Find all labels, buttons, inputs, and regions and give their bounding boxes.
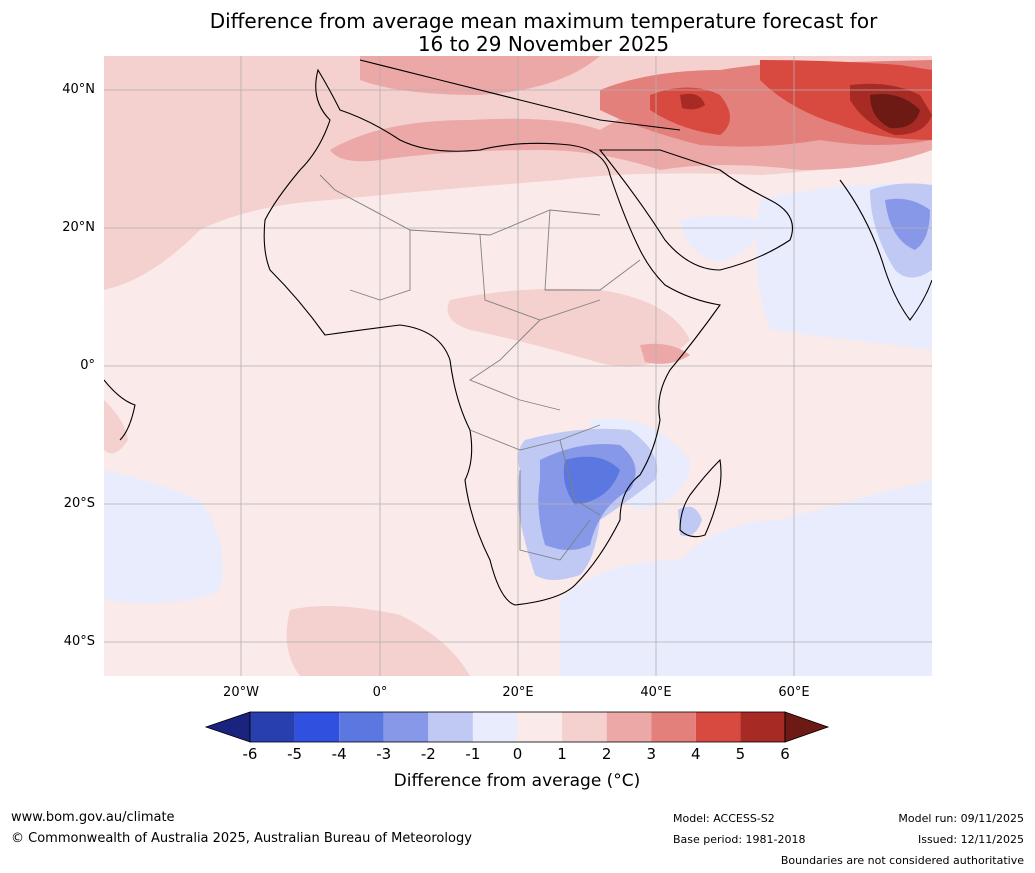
warm-region-iraq <box>650 87 730 135</box>
colorbar-segment <box>517 712 563 742</box>
colorbar-tick-label: 2 <box>601 745 612 763</box>
colorbar-extend-low <box>204 711 251 743</box>
cool-region-south-atlantic <box>104 470 223 604</box>
cool-region-southern-ocean <box>560 480 932 676</box>
warm-region-west <box>104 400 128 454</box>
colorbar-tick-label: 6 <box>780 745 790 763</box>
lon-label-20w: 20°W <box>223 685 259 700</box>
colorbar-segment <box>383 712 429 742</box>
colorbar-tick-label: 0 <box>512 745 523 763</box>
graticule <box>104 56 932 676</box>
lon-label-0: 0° <box>372 685 388 700</box>
colorbar-extend-high <box>784 711 830 743</box>
colorbar-segment <box>562 712 607 742</box>
title-line-2: 16 to 29 November 2025 <box>417 32 670 56</box>
footer-model-run: Model run: 09/11/2025 <box>898 812 1024 825</box>
cool-region-arabia <box>680 215 760 262</box>
footer-website: www.bom.gov.au/climate <box>11 810 175 825</box>
colorbar-label: Difference from average (°C) <box>393 771 641 791</box>
footer-model: Model: ACCESS-S2 <box>673 812 775 825</box>
colorbar-segment <box>250 712 295 742</box>
lat-label-0: 0° <box>80 358 95 373</box>
warm-region-hotspot <box>870 94 920 129</box>
title-line-1: Difference from average mean maximum tem… <box>209 9 878 33</box>
warm-region-somalia <box>640 343 690 364</box>
colorbar-segment <box>606 712 652 742</box>
cool-region-core <box>563 456 620 505</box>
colorbar-segment <box>428 712 473 742</box>
cool-region-madagascar <box>678 506 702 536</box>
colorbar-tick-label: 4 <box>691 745 701 763</box>
colorbar-tick-label: 1 <box>557 745 567 763</box>
warm-region-south-atlantic <box>286 606 470 676</box>
lat-label-20n: 20°N <box>62 220 95 235</box>
colorbar <box>204 711 830 743</box>
colorbar-segment <box>740 712 785 742</box>
footer-issued: Issued: 12/11/2025 <box>917 833 1024 846</box>
colorbar-tick-label: -5 <box>287 745 303 763</box>
lon-label-60e: 60°E <box>778 685 810 700</box>
lat-label-40n: 40°N <box>62 82 95 97</box>
colorbar-tick-label: -1 <box>465 745 481 763</box>
footer-disclaimer: Boundaries are not considered authoritat… <box>780 854 1024 867</box>
colorbar-segment <box>472 712 518 742</box>
map-field <box>104 56 932 676</box>
lat-label-20s: 20°S <box>63 496 95 511</box>
colorbar-frame <box>249 711 786 743</box>
country-borders <box>319 174 641 561</box>
coastlines <box>104 59 932 606</box>
colorbar-tick-label: -3 <box>376 745 392 763</box>
colorbar-segment <box>294 712 340 742</box>
colorbar-tick-label: -4 <box>331 745 347 763</box>
colorbar-segment <box>695 712 741 742</box>
colorbar-tick-label: 5 <box>735 745 746 763</box>
cool-region-india-core <box>885 198 930 250</box>
colorbar-tick-label: -6 <box>242 745 258 763</box>
chart-title: Difference from average mean maximum tem… <box>0 10 1035 56</box>
lat-label-40s: 40°S <box>63 634 95 649</box>
footer-base-period: Base period: 1981-2018 <box>673 833 806 846</box>
warm-region-europe <box>360 56 600 95</box>
colorbar-tick-label: 3 <box>646 745 657 763</box>
colorbar-segment <box>339 712 384 742</box>
colorbar-tick-label: -2 <box>420 745 436 763</box>
colorbar-segment <box>651 712 696 742</box>
footer-copyright: © Commonwealth of Australia 2025, Austra… <box>11 831 472 846</box>
lon-label-20e: 20°E <box>502 685 534 700</box>
warm-region-core-iraq <box>680 93 705 110</box>
lon-label-40e: 40°E <box>640 685 672 700</box>
